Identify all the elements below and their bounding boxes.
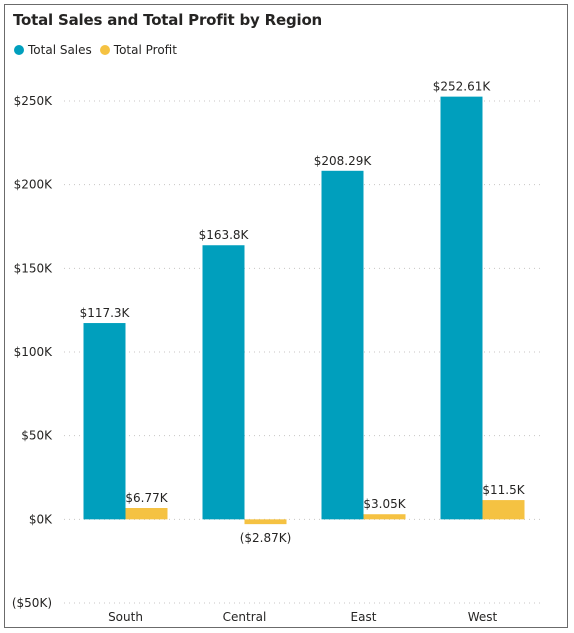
- y-tick-label: $250K: [14, 94, 54, 108]
- legend-item-sales[interactable]: Total Sales: [14, 43, 92, 57]
- y-tick-label: $200K: [14, 178, 54, 192]
- data-label-profit: $11.5K: [482, 483, 525, 497]
- legend-swatch-profit: [99, 45, 110, 55]
- x-tick-label: Central: [223, 610, 267, 624]
- bar-sales: [83, 323, 126, 520]
- data-label-sales: $252.61K: [433, 80, 492, 94]
- bar-profit: [363, 514, 406, 520]
- bar-profit: [482, 500, 525, 520]
- chart-title: Total Sales and Total Profit by Region: [13, 11, 323, 29]
- legend-swatch-sales: [14, 45, 24, 55]
- bar-sales: [440, 96, 483, 520]
- legend-label-profit: Total Profit: [113, 43, 177, 57]
- data-label-profit: ($2.87K): [240, 531, 292, 545]
- y-tick-label: $100K: [14, 345, 54, 359]
- y-tick-label: $50K: [21, 429, 53, 443]
- data-label-sales: $208.29K: [314, 154, 373, 168]
- legend: Total Sales Total Profit: [14, 43, 185, 57]
- x-tick-label: West: [468, 610, 498, 624]
- y-tick-label: $150K: [14, 261, 54, 275]
- x-tick-label: South: [108, 610, 143, 624]
- bar-sales: [202, 245, 245, 520]
- data-label-sales: $163.8K: [199, 228, 250, 242]
- bar-sales: [321, 170, 364, 520]
- legend-label-sales: Total Sales: [28, 43, 92, 57]
- bar-profit: [125, 508, 168, 520]
- y-tick-label: $0K: [29, 512, 53, 526]
- bar-profit: [244, 519, 287, 525]
- y-tick-label: ($50K): [12, 596, 52, 610]
- data-label-profit: $3.05K: [363, 497, 406, 511]
- data-label-sales: $117.3K: [80, 306, 131, 320]
- legend-item-profit[interactable]: Total Profit: [99, 43, 177, 57]
- data-label-profit: $6.77K: [125, 491, 168, 505]
- x-tick-label: East: [351, 610, 377, 624]
